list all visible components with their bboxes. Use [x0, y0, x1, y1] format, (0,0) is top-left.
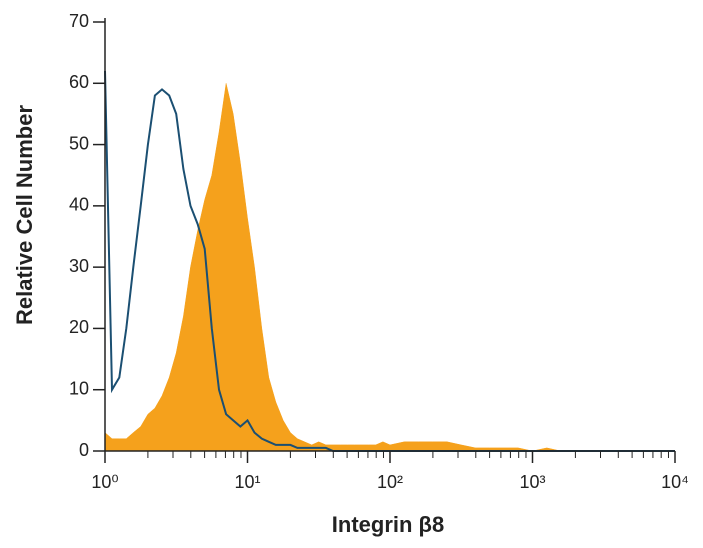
y-tick-label: 70 [69, 11, 89, 31]
x-tick-label: 10⁰ [91, 472, 118, 492]
x-tick-label: 10¹ [234, 472, 260, 492]
y-tick-label: 0 [79, 440, 89, 460]
x-tick-label: 10³ [519, 472, 545, 492]
x-tick-label: 10² [377, 472, 403, 492]
y-axis-title: Relative Cell Number [12, 105, 37, 326]
x-axis-title: Integrin β8 [332, 512, 444, 537]
y-tick-label: 60 [69, 72, 89, 92]
x-tick-label: 10⁴ [661, 472, 689, 492]
y-tick-label: 50 [69, 133, 89, 153]
y-tick-label: 30 [69, 256, 89, 276]
y-tick-label: 40 [69, 195, 89, 215]
y-tick-label: 20 [69, 317, 89, 337]
histogram-area [104, 83, 675, 452]
y-tick-label: 10 [69, 378, 89, 398]
